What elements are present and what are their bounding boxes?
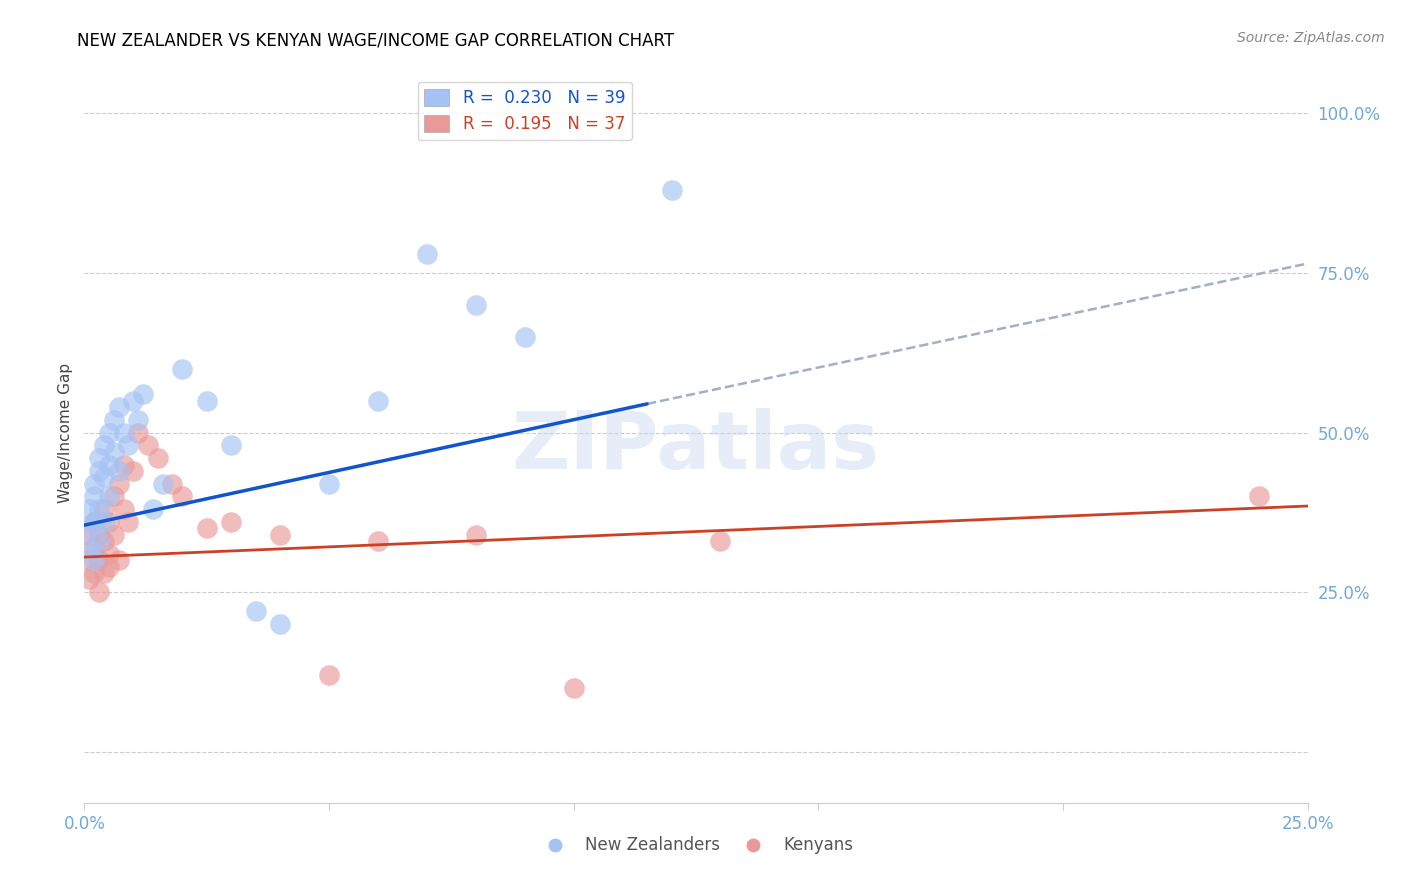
Point	[464, 527, 486, 541]
Point	[219, 438, 242, 452]
Point	[367, 534, 389, 549]
Point	[245, 604, 267, 618]
Point	[83, 566, 105, 580]
Point	[152, 476, 174, 491]
Point	[97, 515, 120, 529]
Point	[103, 444, 125, 458]
Point	[318, 476, 340, 491]
Point	[93, 470, 115, 484]
Point	[77, 521, 100, 535]
Point	[93, 534, 115, 549]
Point	[83, 515, 105, 529]
Point	[107, 400, 129, 414]
Point	[97, 547, 120, 561]
Point	[93, 438, 115, 452]
Point	[87, 527, 110, 541]
Point	[562, 681, 585, 695]
Point	[77, 502, 100, 516]
Point	[117, 515, 139, 529]
Point	[122, 464, 145, 478]
Point	[97, 490, 120, 504]
Point	[661, 183, 683, 197]
Point	[77, 541, 100, 555]
Point	[87, 585, 110, 599]
Point	[97, 425, 120, 440]
Point	[77, 573, 100, 587]
Point	[172, 490, 194, 504]
Point	[83, 515, 105, 529]
Point	[464, 298, 486, 312]
Text: NEW ZEALANDER VS KENYAN WAGE/INCOME GAP CORRELATION CHART: NEW ZEALANDER VS KENYAN WAGE/INCOME GAP …	[77, 31, 675, 49]
Point	[107, 553, 129, 567]
Point	[195, 393, 218, 408]
Point	[107, 476, 129, 491]
Point	[195, 521, 218, 535]
Point	[107, 464, 129, 478]
Point	[219, 515, 242, 529]
Point	[122, 393, 145, 408]
Point	[77, 553, 100, 567]
Point	[162, 476, 184, 491]
Text: Source: ZipAtlas.com: Source: ZipAtlas.com	[1237, 31, 1385, 45]
Point	[83, 476, 105, 491]
Point	[709, 534, 731, 549]
Point	[103, 490, 125, 504]
Point	[367, 393, 389, 408]
Point	[93, 502, 115, 516]
Point	[146, 451, 169, 466]
Point	[136, 438, 159, 452]
Point	[83, 553, 105, 567]
Point	[127, 425, 149, 440]
Point	[103, 413, 125, 427]
Point	[87, 502, 110, 516]
Point	[87, 464, 110, 478]
Point	[83, 541, 105, 555]
Point	[269, 617, 291, 632]
Point	[97, 458, 120, 472]
Point	[172, 361, 194, 376]
Text: ZIPatlas: ZIPatlas	[512, 409, 880, 486]
Point	[269, 527, 291, 541]
Point	[142, 502, 165, 516]
Y-axis label: Wage/Income Gap: Wage/Income Gap	[58, 362, 73, 503]
Point	[513, 330, 536, 344]
Point	[1247, 490, 1270, 504]
Point	[93, 515, 115, 529]
Point	[117, 438, 139, 452]
Point	[112, 458, 135, 472]
Point	[416, 247, 439, 261]
Point	[77, 527, 100, 541]
Point	[318, 668, 340, 682]
Point	[93, 566, 115, 580]
Point	[87, 534, 110, 549]
Legend: New Zealanders, Kenyans: New Zealanders, Kenyans	[531, 830, 860, 861]
Point	[132, 387, 155, 401]
Point	[127, 413, 149, 427]
Point	[83, 490, 105, 504]
Point	[112, 425, 135, 440]
Point	[87, 553, 110, 567]
Point	[112, 502, 135, 516]
Point	[97, 559, 120, 574]
Point	[103, 527, 125, 541]
Point	[87, 451, 110, 466]
